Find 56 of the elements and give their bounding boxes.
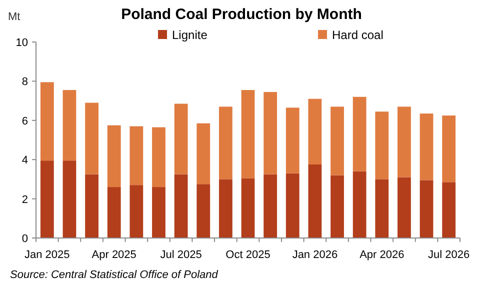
x-tick-label: Apr 2026: [360, 249, 404, 261]
bar: [62, 160, 76, 238]
x-tick-label: Jan 2026: [292, 249, 338, 261]
y-tick-label: 4: [22, 154, 28, 167]
bar: [420, 180, 434, 238]
bar: [241, 178, 255, 238]
x-tick-label: Apr 2025: [92, 249, 136, 261]
y-tick-label: 2: [22, 194, 28, 206]
bar: [218, 179, 232, 238]
y-tick-label: 6: [22, 115, 28, 128]
bar: [107, 187, 121, 238]
bar: [174, 174, 188, 238]
bar: [196, 184, 210, 238]
y-tick-label: 8: [22, 76, 28, 88]
bar: [62, 90, 76, 161]
bar: [40, 82, 54, 161]
chart-title: Poland Coal Production by Month: [121, 6, 362, 23]
bar: [241, 90, 255, 178]
bar: [352, 171, 366, 238]
legend-label: Hard coal: [332, 28, 384, 42]
bar: [264, 92, 278, 174]
x-tick-label: Jul 2025: [160, 249, 202, 261]
bar: [196, 123, 210, 184]
y-tick-label: 0: [22, 233, 28, 245]
bar: [308, 164, 322, 238]
bar: [286, 108, 300, 174]
bar: [375, 112, 389, 180]
source-note: Source: Central Statistical Office of Poland: [10, 269, 219, 281]
bar: [330, 106, 344, 176]
legend-label: Lignite: [172, 28, 208, 42]
x-tick-label: Jul 2026: [428, 249, 470, 261]
x-tick-label: Oct 2025: [226, 249, 270, 261]
y-tick-label: 10: [16, 37, 28, 49]
bar: [375, 179, 389, 238]
y-axis-title: Mt: [8, 11, 20, 23]
bar: [264, 174, 278, 238]
bar: [152, 187, 166, 238]
x-tick-label: Jan 2025: [24, 249, 70, 261]
bar: [352, 96, 366, 172]
bar: [85, 174, 98, 238]
bar: [398, 177, 411, 238]
bar: [308, 98, 322, 164]
bar: [85, 102, 98, 174]
bar: [40, 160, 54, 238]
bar: [130, 126, 144, 186]
bar: [174, 104, 188, 174]
bar: [152, 127, 166, 188]
bar: [442, 116, 456, 182]
bar: [107, 125, 121, 188]
bar: [330, 175, 344, 238]
bar: [218, 106, 232, 180]
bar: [442, 182, 456, 238]
bar: [286, 173, 300, 238]
bar: [420, 114, 434, 180]
bar: [398, 106, 411, 178]
bar: [130, 185, 144, 238]
